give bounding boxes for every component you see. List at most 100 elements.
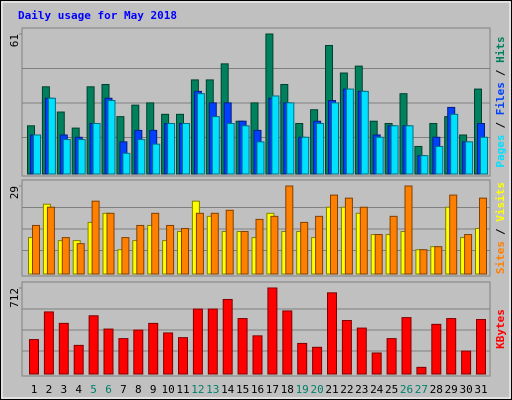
bar — [420, 155, 429, 175]
bar — [315, 215, 324, 275]
x-tick-label: 28 — [430, 383, 443, 396]
bar — [46, 206, 55, 275]
x-tick-label: 27 — [415, 383, 428, 396]
bar — [33, 134, 41, 175]
x-tick-label: 3 — [60, 383, 67, 396]
bar — [133, 329, 144, 375]
x-tick-label: 6 — [105, 383, 112, 396]
x-tick-label: 7 — [120, 383, 127, 396]
bar — [480, 136, 488, 175]
bar — [401, 317, 412, 375]
legend-separator: / — [494, 228, 507, 235]
x-tick-label: 18 — [281, 383, 294, 396]
bar — [47, 97, 56, 175]
x-tick-label: 19 — [296, 383, 309, 396]
legend-entry: Files — [494, 82, 507, 115]
bar — [107, 100, 116, 175]
bar — [182, 123, 190, 175]
bar — [390, 125, 399, 175]
bar — [152, 143, 161, 175]
bar — [252, 335, 263, 375]
legend: KBytes — [494, 309, 507, 349]
bar — [106, 212, 115, 275]
bar — [121, 237, 130, 275]
bar — [240, 231, 249, 275]
x-tick-label: 22 — [340, 383, 353, 396]
bar — [301, 136, 310, 175]
x-tick-label: 21 — [325, 383, 338, 396]
x-tick-label: 12 — [191, 383, 204, 396]
y-tick-label: 712 — [8, 288, 21, 308]
legend: Sites / Visits — [494, 182, 507, 274]
chart-title: Daily usage for May 2018 — [18, 9, 177, 22]
bar — [167, 123, 176, 175]
bar — [270, 215, 279, 275]
x-tick-label: 11 — [176, 383, 189, 396]
y-tick-label: 29 — [8, 186, 21, 199]
x-tick-label: 4 — [75, 383, 82, 396]
bar — [345, 88, 354, 175]
bar — [330, 194, 338, 275]
bar — [300, 221, 309, 275]
bar — [255, 218, 264, 275]
bar — [43, 311, 54, 375]
x-tick-label: 5 — [90, 383, 97, 396]
bar — [446, 318, 457, 375]
legend: Pages / Files / Hits — [494, 36, 507, 167]
legend-entry: Sites — [494, 241, 507, 274]
bar — [435, 145, 444, 175]
bar — [207, 308, 218, 375]
bar — [341, 319, 352, 375]
x-tick-label: 30 — [459, 383, 472, 396]
legend-entry: Visits — [494, 182, 507, 222]
bar — [389, 215, 398, 275]
bar — [151, 212, 160, 275]
x-tick-label: 24 — [370, 383, 384, 396]
bar — [419, 249, 428, 275]
bar — [256, 141, 265, 175]
bar — [76, 243, 85, 275]
bar — [371, 352, 382, 375]
bar — [181, 227, 189, 275]
bar — [61, 237, 70, 275]
bar — [359, 206, 368, 275]
bar — [297, 342, 308, 375]
bar — [92, 123, 101, 175]
bar — [282, 310, 293, 375]
bar — [192, 308, 203, 375]
bar — [225, 209, 234, 275]
bar — [267, 287, 278, 375]
bar — [375, 136, 384, 175]
bar — [271, 95, 280, 175]
x-tick-label: 16 — [251, 383, 264, 396]
bar — [344, 197, 353, 275]
bar — [166, 224, 175, 275]
bar — [195, 212, 204, 275]
x-tick-label: 1 — [31, 383, 38, 396]
bar — [386, 338, 397, 375]
bar — [91, 200, 100, 275]
x-tick-label: 9 — [150, 383, 157, 396]
legend-entry: Pages — [494, 135, 507, 168]
bar — [196, 93, 205, 175]
bar — [479, 197, 487, 275]
bar — [241, 125, 250, 175]
bar — [77, 139, 86, 175]
bar — [404, 185, 413, 275]
x-tick-label: 26 — [400, 383, 413, 396]
y-tick-label: 61 — [8, 34, 21, 47]
bar — [431, 323, 442, 375]
bar — [286, 102, 295, 175]
legend-entry: KBytes — [494, 309, 507, 349]
x-tick-label: 20 — [310, 383, 323, 396]
x-tick-label: 29 — [445, 383, 458, 396]
bar — [122, 152, 131, 175]
bar — [434, 246, 443, 275]
bar — [464, 234, 473, 275]
bar — [374, 234, 383, 275]
bar — [88, 315, 99, 375]
bar — [449, 194, 458, 275]
bar — [62, 139, 71, 175]
x-tick-label: 14 — [221, 383, 235, 396]
